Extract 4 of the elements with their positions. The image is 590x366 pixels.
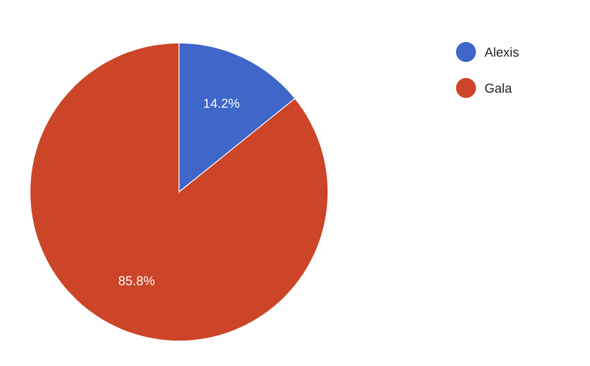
data-label: 85.8% [118, 276, 154, 286]
legend-label: Alexis [484, 47, 519, 57]
data-label: 14.2% [204, 98, 240, 108]
legend-label: Gala [485, 83, 512, 93]
